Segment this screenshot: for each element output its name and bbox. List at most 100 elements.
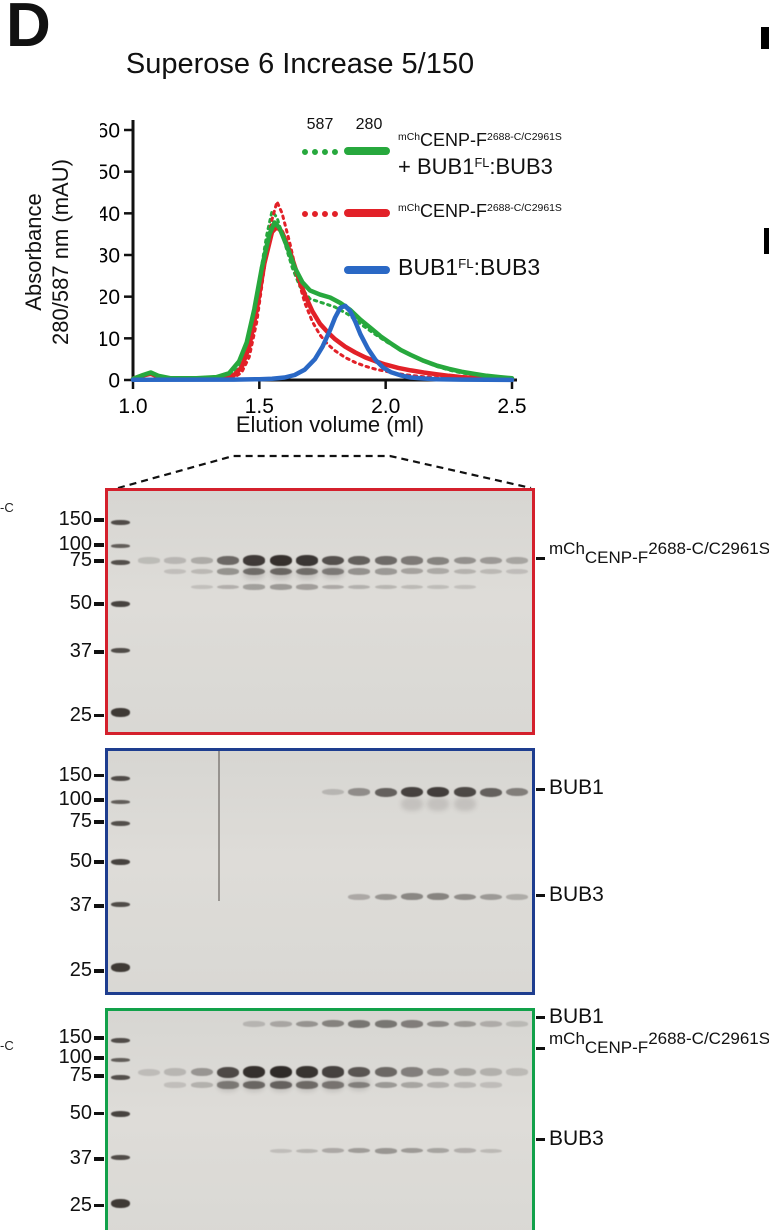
protein-band <box>453 787 476 798</box>
trace-bub1-bub3-280 <box>130 303 515 383</box>
y-tick-label: 10 <box>100 328 120 351</box>
protein-band <box>164 568 187 574</box>
gel-right-label: BUB3 <box>549 1127 604 1151</box>
legend-swatch-solid-complex <box>344 147 390 155</box>
protein-band <box>243 555 266 566</box>
protein-band <box>506 894 529 900</box>
protein-band <box>322 584 345 590</box>
protein-band <box>401 1020 423 1028</box>
band-smear <box>401 797 423 812</box>
marker-tick <box>94 860 104 864</box>
marker-tick <box>94 559 104 563</box>
protein-band <box>453 1020 476 1028</box>
protein-band <box>243 1081 266 1089</box>
gel-label-main: CENP-F <box>584 1037 649 1057</box>
marker-tick <box>94 602 104 606</box>
protein-band <box>348 568 371 575</box>
protein-band <box>427 1082 450 1088</box>
protein-band <box>374 584 397 590</box>
protein-band <box>427 568 450 575</box>
chart-title: Superose 6 Increase 5/150 <box>125 48 475 80</box>
legend-swatch-solid-cenpf <box>344 209 390 217</box>
legend-label-superscript: FL <box>474 154 490 170</box>
protein-band <box>295 1081 318 1089</box>
band-smear <box>216 1077 239 1092</box>
gel-label-main: BUB3 <box>549 1126 604 1150</box>
x-axis-label: Elution volume (ml) <box>235 412 425 437</box>
protein-band <box>295 1148 318 1154</box>
trace-cenpf-587 <box>131 200 514 382</box>
protein-band <box>269 555 292 567</box>
gel-label-tick <box>536 894 545 898</box>
protein-band <box>295 567 318 576</box>
marker-label-25-kda: 25 <box>69 703 92 726</box>
marker-tick <box>94 798 104 802</box>
crop-fragment-left-lower: -C <box>0 1038 14 1053</box>
protein-band <box>322 1081 345 1089</box>
protein-band <box>164 1082 187 1088</box>
y-axis-label-line1: Absorbance <box>21 193 46 311</box>
marker-label-50-kda: 50 <box>69 592 92 615</box>
x-tick-label: 2.0 <box>371 395 400 418</box>
ladder-band <box>111 902 130 908</box>
marker-label-100-kda: 100 <box>58 1046 92 1069</box>
marker-tick <box>94 1056 104 1060</box>
protein-band <box>322 1066 345 1078</box>
chromatogram-chart: 0 10 20 30 40 50 60 1.0 1.5 2.0 2.5 <box>100 120 527 419</box>
marker-label-37-kda: 37 <box>69 1147 92 1169</box>
x-tick-label: 1.5 <box>245 395 274 418</box>
ladder-band <box>111 820 130 826</box>
legend-label-superscript: 2688-C/C2961S <box>487 203 562 215</box>
ladder-band <box>111 799 130 804</box>
legend-label-complex-line1: mChCENP-F2688-C/C2961S <box>398 130 562 151</box>
gel-frame-3 <box>105 1008 535 1230</box>
protein-band <box>216 556 239 566</box>
crop-fragment-right-mid <box>764 228 769 254</box>
protein-band <box>506 1068 529 1076</box>
fraction-connector-lines <box>117 454 532 490</box>
gel-frame-2 <box>105 748 535 995</box>
gel-label-main: BUB3 <box>549 882 604 906</box>
protein-band <box>427 787 450 798</box>
legend-label-superscript: FL <box>458 255 474 271</box>
marker-tick <box>94 1074 104 1078</box>
protein-band <box>348 1066 371 1078</box>
gel-image-2 <box>108 751 532 992</box>
gel-image-1 <box>108 491 532 732</box>
protein-band <box>269 1148 292 1153</box>
protein-band <box>348 1020 371 1028</box>
protein-band <box>374 556 397 566</box>
band-smear <box>322 1077 345 1092</box>
protein-band <box>138 1068 160 1076</box>
marker-label-75-kda: 75 <box>69 549 92 572</box>
protein-band <box>401 584 423 590</box>
protein-band <box>479 1082 502 1088</box>
gel-label-superscript: 2688-C/C2961S <box>648 1028 769 1048</box>
protein-band <box>164 557 187 564</box>
protein-band <box>506 1021 529 1027</box>
protein-band <box>374 568 397 575</box>
panel-label: D <box>6 0 51 60</box>
band-smear <box>322 565 345 580</box>
protein-band <box>295 1066 318 1078</box>
x-tick-label: 2.5 <box>497 395 526 418</box>
ladder-band <box>111 963 130 973</box>
gel-label-tick <box>536 1016 545 1020</box>
protein-band <box>243 584 266 590</box>
gel-label-tick <box>536 557 545 561</box>
marker-label-37-kda: 37 <box>69 640 92 662</box>
protein-band <box>243 1066 266 1079</box>
protein-band <box>401 1067 423 1077</box>
protein-band <box>269 1081 292 1089</box>
protein-band <box>138 557 160 564</box>
ladder-band <box>111 647 130 653</box>
ladder-band <box>111 559 130 565</box>
marker-tick <box>94 543 104 547</box>
protein-band <box>453 584 476 590</box>
protein-band <box>269 584 292 590</box>
legend-label-main: CENP-F <box>420 130 488 150</box>
protein-band <box>401 1148 423 1154</box>
protein-band <box>506 557 529 565</box>
crop-fragment-right-top <box>761 27 769 49</box>
ladder-band <box>111 1155 130 1161</box>
